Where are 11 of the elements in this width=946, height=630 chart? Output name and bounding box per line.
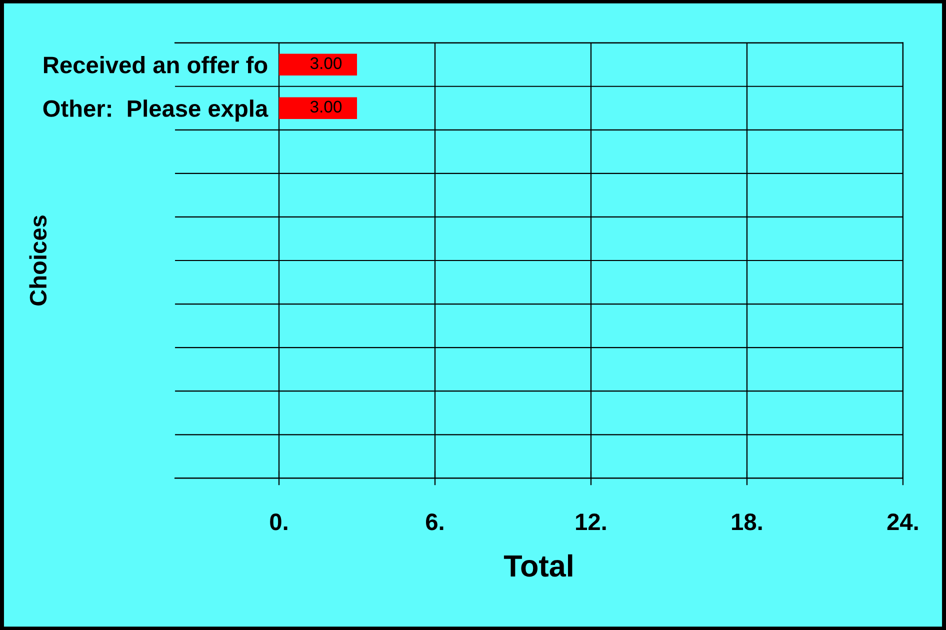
y-tick-label: Received an offer fo: [44, 56, 268, 74]
x-tick-label: 18.: [732, 514, 762, 530]
y-axis-title: Choices: [29, 216, 47, 306]
x-tick-label: 0.: [270, 514, 288, 530]
y-tick-label: Other: Please expla: [43, 100, 268, 122]
x-tick-label: 12.: [576, 514, 606, 530]
x-tick-label: 24.: [887, 514, 918, 530]
x-tick-label: 6.: [426, 514, 444, 530]
data-label: 3.00: [310, 100, 342, 113]
x-axis-title: Total: [504, 554, 572, 577]
data-label: 3.00: [310, 57, 342, 70]
